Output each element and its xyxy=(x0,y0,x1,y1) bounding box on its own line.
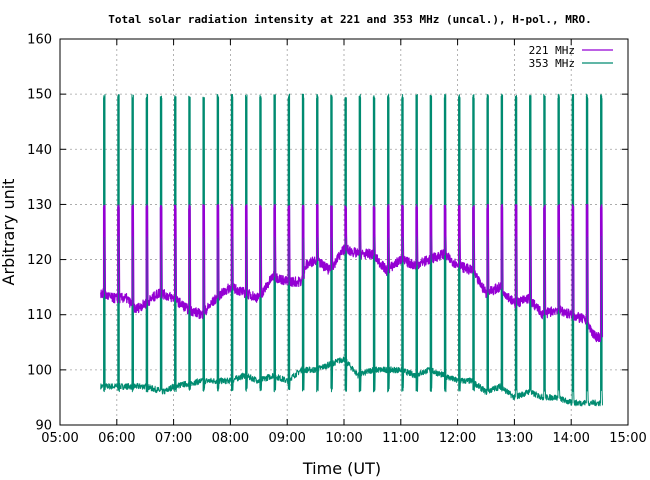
y-tick-labels: 90 100 110 120 130 140 150 160 xyxy=(27,33,52,434)
x-tick-label: 11:00 xyxy=(382,431,419,446)
y-tick-label: 130 xyxy=(27,198,52,213)
x-tick-label: 07:00 xyxy=(155,431,192,446)
x-tick-label: 05:00 xyxy=(41,431,78,446)
x-tick-label: 08:00 xyxy=(212,431,249,446)
x-tick-label: 13:00 xyxy=(496,431,533,446)
legend: 221 MHz 353 MHz xyxy=(529,44,613,70)
x-tick-label: 09:00 xyxy=(268,431,305,446)
plot-frame xyxy=(59,38,629,426)
y-axis-title: Arbitrary unit xyxy=(0,179,18,286)
x-tick-label: 15:00 xyxy=(609,431,646,446)
y-tick-label: 110 xyxy=(27,308,52,323)
x-tick-label: 14:00 xyxy=(552,431,589,446)
legend-label-221mhz: 221 MHz xyxy=(529,44,575,57)
y-tick-label: 100 xyxy=(27,363,52,378)
x-tick-label: 06:00 xyxy=(98,431,135,446)
series-layer xyxy=(100,93,604,407)
grid-lines xyxy=(60,39,628,425)
x-tick-labels: 05:00 06:00 07:00 08:00 09:00 10:00 11:00 12:00… xyxy=(41,431,646,446)
y-tick-label: 120 xyxy=(27,253,52,268)
y-tick-label: 160 xyxy=(27,33,52,48)
x-tick-label: 10:00 xyxy=(325,431,362,446)
axis-ticks xyxy=(59,38,629,426)
legend-label-353mhz: 353 MHz xyxy=(529,57,575,70)
y-tick-label: 90 xyxy=(35,419,52,434)
chart-title: Total solar radiation intensity at 221 a… xyxy=(108,13,591,26)
series-221mhz-line xyxy=(100,203,604,343)
series-353mhz-line xyxy=(100,93,603,407)
y-tick-label: 140 xyxy=(27,143,52,158)
x-axis-title: Time (UT) xyxy=(302,459,381,478)
x-tick-label: 12:00 xyxy=(439,431,476,446)
y-tick-label: 150 xyxy=(27,88,52,103)
